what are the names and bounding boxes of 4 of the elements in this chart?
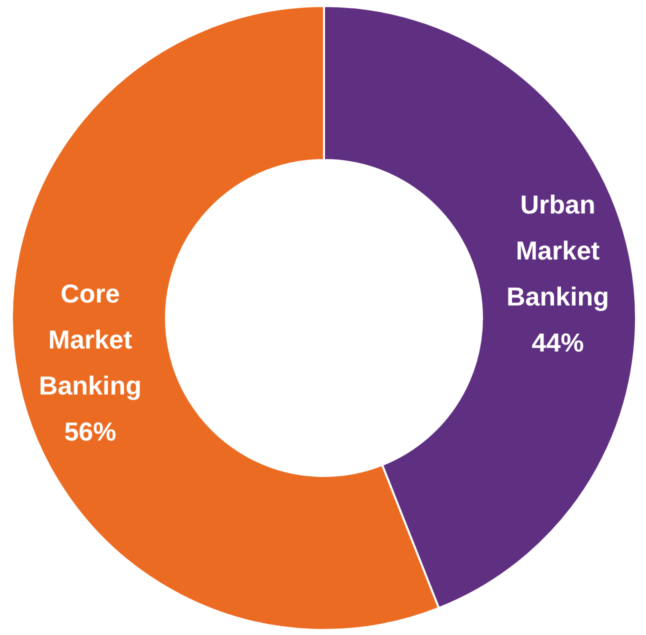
data-label: 56%: [64, 416, 116, 447]
slice-label: Core Market Banking: [38, 278, 142, 401]
data-label: 44%: [532, 327, 584, 358]
slice-label: Urban Market Banking: [506, 189, 610, 312]
